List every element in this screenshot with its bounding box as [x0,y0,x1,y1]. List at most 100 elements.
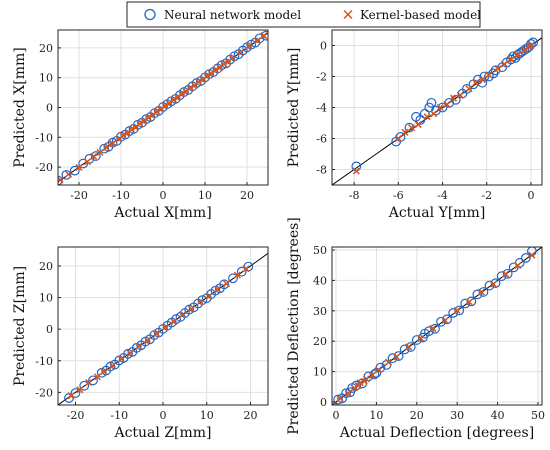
kb-point [336,394,344,402]
nn-point [490,278,501,289]
kb-point [527,41,535,50]
kb-point [394,134,402,143]
nn-point [484,280,495,291]
legend-nn-label: Neural network model [164,8,301,22]
kb-point [214,285,222,293]
x-axis-label-deflection: Actual Deflection [degrees] [339,425,534,441]
y-tick-label: 20 [313,335,327,348]
kb-point [119,131,127,140]
nn-point [236,266,247,277]
kb-point [393,353,401,361]
kb-point [179,311,187,319]
kb-point [222,280,230,288]
kb-point [405,343,413,351]
x-tick-label: 20 [244,409,258,422]
kb-point [76,386,84,394]
kb-point [401,128,409,136]
x-tick-label: 10 [198,189,212,202]
kb-point [450,94,458,102]
x-tick-label: 0 [160,409,167,422]
x-tick-label: 20 [240,189,254,202]
kb-point [169,96,178,104]
y-axis-label-z: Predicted Z[mm] [12,266,28,386]
y-axis-label-y: Predicted Y[mm] [286,48,302,168]
nn-point [502,268,513,279]
nn-point [477,77,488,88]
kb-point [260,32,268,40]
nn-point [461,83,472,94]
nn-point [88,375,98,386]
kb-point [126,349,134,357]
x-tick-label: -10 [110,409,128,422]
x-tick-label: 10 [369,409,383,422]
x-tick-label: 50 [531,409,545,422]
series-group [333,247,537,405]
x-tick-label: -10 [112,189,130,202]
kb-point [362,375,370,383]
kb-point [465,298,473,306]
nn-point [488,68,499,79]
kb-point [152,330,160,338]
kb-point [472,79,480,87]
nn-point [430,323,440,334]
kb-point [75,163,83,171]
y-tick-label: -2 [316,71,327,84]
legend-box [126,1,481,28]
kb-point [514,262,522,270]
kb-point [187,305,195,313]
kb-point [245,42,253,50]
kb-point [127,126,136,134]
kb-point [144,337,152,345]
kb-point [502,270,510,278]
kb-point [465,85,473,93]
kb-point [344,389,352,397]
nn-point [341,388,352,399]
legend-nn-marker [144,8,156,21]
kb-point [520,46,528,54]
kb-point [144,114,152,122]
kb-point [109,362,117,370]
kb-point [161,323,169,331]
nn-point [393,351,404,361]
kb-point [453,306,461,315]
nn-point [472,289,483,300]
x-tick-label: -2 [481,189,492,202]
nn-point [333,394,343,405]
x-tick-label: -4 [437,189,448,202]
kb-point [477,288,485,296]
kb-point [429,324,437,332]
kb-point [83,158,91,166]
kb-point [507,55,515,63]
x-tick-label: 20 [410,409,424,422]
x-tick-label: 0 [333,409,340,422]
kb-point [443,100,451,108]
y-tick-label: -8 [316,164,327,177]
kb-point [90,152,98,160]
nn-point [399,344,410,355]
panel-z: -20 -10 0 10 20 -20 -10 0 10 20 Actual Z[mm] Predic… [12,246,269,441]
kb-point [205,292,213,300]
kb-point [93,373,101,381]
kb-point [233,271,241,279]
kb-point [356,379,364,387]
x-tick-label: -6 [393,189,404,202]
kb-point [203,72,211,80]
y-tick-label: 50 [313,244,327,257]
kb-point [414,121,422,129]
x-axis-label-z: Actual Z[mm] [113,425,211,441]
kb-point [494,65,502,73]
kb-point [436,103,444,112]
y-tick-label: 0 [320,40,327,53]
y-tick-label: 40 [313,274,327,287]
y-tick-label: -6 [316,133,327,146]
series-group [351,37,539,175]
kb-point [135,342,143,350]
nn-point [419,328,430,339]
y-tick-label: 20 [39,260,53,273]
kb-point [430,110,438,118]
kb-point [352,167,360,175]
kb-point [528,251,536,259]
nn-point [405,342,416,352]
kb-point [170,318,178,326]
y-tick-label: 10 [313,366,327,379]
